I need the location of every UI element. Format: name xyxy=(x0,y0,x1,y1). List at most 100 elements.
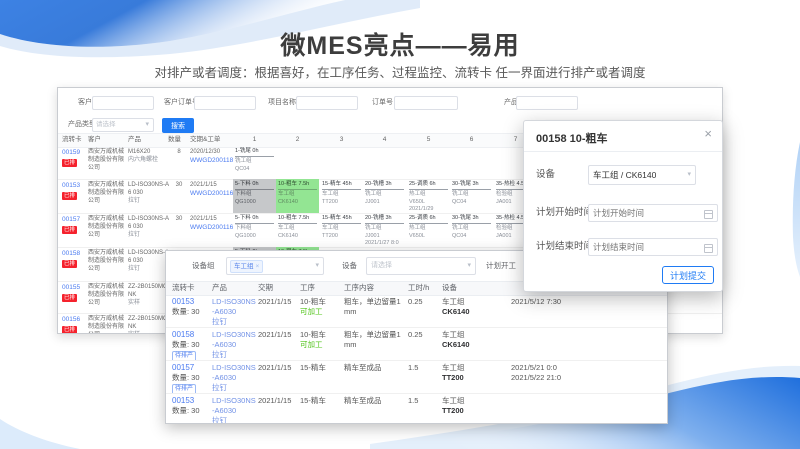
gantt-cell[interactable]: 25-调质 6h 热工组 V650L xyxy=(407,213,450,247)
flow-card-link[interactable]: 00159 xyxy=(62,149,81,156)
project-name-filter-input[interactable] xyxy=(296,96,358,110)
plan-start-field-label: 计划开始时间 xyxy=(536,207,594,218)
date-order-cell: 2021/1/15 WWGD200116 xyxy=(190,182,234,197)
plan-start-input[interactable] xyxy=(589,205,707,221)
schedule-modal: 00158 10-粗车 × 设备 车工组 / CK6140 ▾ 计划开始时间 计… xyxy=(523,120,723,292)
customer-order-filter-input[interactable] xyxy=(194,96,256,110)
order-no-filter-input[interactable] xyxy=(394,96,458,110)
device-filter-label: 设备 xyxy=(342,261,357,270)
col-header-card: 流转卡 xyxy=(62,136,82,143)
plan-cell: 2021/5/12 7:30 xyxy=(511,297,562,306)
flow-card-link[interactable]: 00155 xyxy=(62,284,81,291)
customer-cell: 西安万威机械制造股份有限公司 xyxy=(88,149,125,171)
col-header-date-order: 交期&工单 xyxy=(190,136,221,143)
device-group-select[interactable]: 车工组 × ▾ xyxy=(226,257,324,275)
bottom-left-wave xyxy=(0,419,80,449)
work-order-link[interactable]: WWGD200116 xyxy=(190,189,234,197)
tag-close-icon[interactable]: × xyxy=(255,263,260,270)
col-header-product: 产品 xyxy=(128,136,141,143)
gantt-cell[interactable]: 15-精车 45h 车工组 TT200 xyxy=(320,213,363,247)
content-cell: 粗车，单边留量1mm xyxy=(344,330,401,349)
gantt-cell[interactable]: 35-热检 4.5h 检验组 JA001 xyxy=(494,213,537,247)
product-cell: LD-ISO30NS-A6 030 拉钉 xyxy=(128,216,170,238)
device-group-tag[interactable]: 车工组 × xyxy=(230,260,264,273)
calendar-icon xyxy=(704,244,713,253)
col-header-date: 交期 xyxy=(258,283,273,292)
device-value-select[interactable]: 车工组 / CK6140 ▾ xyxy=(588,165,696,185)
flow-card-link[interactable]: 00156 xyxy=(62,316,81,323)
qty-cell: 30 xyxy=(175,182,183,188)
chevron-down-icon: ▾ xyxy=(145,120,149,128)
product-cell: LD-ISO30NS-A6030 拉钉 xyxy=(212,297,256,326)
product-filter-label: 产品 xyxy=(504,99,518,106)
close-icon[interactable]: × xyxy=(704,126,712,141)
gantt-col-6: 6 xyxy=(469,136,474,143)
plan-submit-button[interactable]: 计划提交 xyxy=(662,266,714,284)
page-subtitle: 对排产或者调度：根据喜好，在工序任务、过程监控、流转卡 任一界面进行排产或者调度 xyxy=(154,66,646,80)
page-title: 微MES亮点——易用 xyxy=(280,32,520,60)
gantt-cell-selected[interactable]: 10-粗车 7.5h 车工组 CK6140 xyxy=(276,179,319,213)
flow-card-link[interactable]: 00153 xyxy=(172,297,195,306)
hours-cell: 1.5 xyxy=(408,363,419,372)
table-row: 00157 数量: 30 待排产 LD-ISO30NS-A6030 拉钉 2021/1… xyxy=(166,360,667,394)
plan-end-input[interactable] xyxy=(589,239,707,255)
step-cell: 15-精车 xyxy=(300,396,326,405)
table-row: 00153 数量: 30 LD-ISO30NS-A6030 拉钉 2021/1/15… xyxy=(166,393,667,423)
work-order-link[interactable]: WWGD200116 xyxy=(190,223,234,231)
modal-divider xyxy=(524,151,722,152)
gantt-col-2: 2 xyxy=(295,136,300,143)
status-badge: 待排产 xyxy=(172,384,197,393)
gantt-cell[interactable]: 30-铣尾 3h 铣工组 QC04 xyxy=(450,213,493,247)
plan-end-field-label: 计划结束时间 xyxy=(536,241,594,252)
gantt-cell[interactable]: 20-铣槽 3h 铣工组 JJ001 2021/1/27 8:0 xyxy=(363,213,406,247)
plan-start-input-wrap xyxy=(588,204,718,222)
search-button[interactable]: 搜索 xyxy=(162,118,194,133)
hours-cell: 0.25 xyxy=(408,297,423,306)
product-cell: LD-ISO30NS-A6 030 拉钉 xyxy=(128,182,170,204)
product-filter-input[interactable] xyxy=(516,96,578,110)
status-badge: 已排 xyxy=(62,226,78,235)
content-cell: 粗车，单边留量1mm xyxy=(344,297,401,316)
gantt-cell[interactable]: 20-铣槽 3h 铣工组 JJ001 xyxy=(363,179,406,213)
content-cell: 精车至成品 xyxy=(344,363,382,372)
step-state: 可加工 xyxy=(300,306,323,316)
step-cell: 10-粗车 可加工 xyxy=(300,330,326,349)
table-row: 00153 已排 西安万威机械制造股份有限公司 LD-ISO30NS-A6 030… xyxy=(58,179,722,214)
project-name-filter-label: 项目名称 xyxy=(268,99,296,106)
gantt-cell[interactable]: 1-铣尾 0h 铣工组 QC04 xyxy=(233,146,276,179)
product-cell: LD-ISO30NS-A6030 拉钉 xyxy=(212,363,256,392)
customer-filter-input[interactable] xyxy=(92,96,154,110)
step-cell: 15-精车 xyxy=(300,363,326,372)
calendar-icon xyxy=(704,210,713,219)
device-select[interactable]: 请选择 ▾ xyxy=(366,257,476,275)
qty-cell: 30 xyxy=(175,216,183,222)
gantt-cell[interactable]: 15-精车 45h 车工组 TT200 xyxy=(320,179,363,213)
gantt-cell[interactable]: 35-热检 4.5h 检验组 JA001 xyxy=(494,179,537,213)
date-cell: 2021/1/15 xyxy=(258,330,292,339)
flow-card-link[interactable]: 00157 xyxy=(62,216,81,223)
col-header-card: 流转卡 xyxy=(172,283,195,292)
gantt-cell[interactable]: 30-铣尾 3h 铣工组 QC04 xyxy=(450,179,493,213)
work-order-link[interactable]: WWGD200118 xyxy=(190,156,234,164)
flow-card-link[interactable]: 00153 xyxy=(62,182,81,189)
table-row: 00158 数量: 30 待排产 LD-ISO30NS-A6030 拉钉 2021/1… xyxy=(166,327,667,361)
customer-cell: 西安万威机械制造股份有限公司 xyxy=(88,216,125,238)
gantt-col-1: 1 xyxy=(252,136,257,143)
product-type-select[interactable]: 请选择 ▾ xyxy=(92,118,154,132)
col-header-product: 产品 xyxy=(212,283,227,292)
status-badge: 已排 xyxy=(62,192,78,201)
col-header-customer: 客户 xyxy=(88,136,101,143)
chevron-down-icon: ▾ xyxy=(315,261,319,269)
product-cell: M16X20 内六角螺栓 xyxy=(128,149,159,163)
flow-card-link[interactable]: 00153 xyxy=(172,396,195,405)
flow-card-link[interactable]: 00158 xyxy=(172,330,195,339)
flow-card-link[interactable]: 00157 xyxy=(172,363,195,372)
flow-card-link[interactable]: 00158 xyxy=(62,250,81,257)
gantt-col-5: 5 xyxy=(426,136,431,143)
